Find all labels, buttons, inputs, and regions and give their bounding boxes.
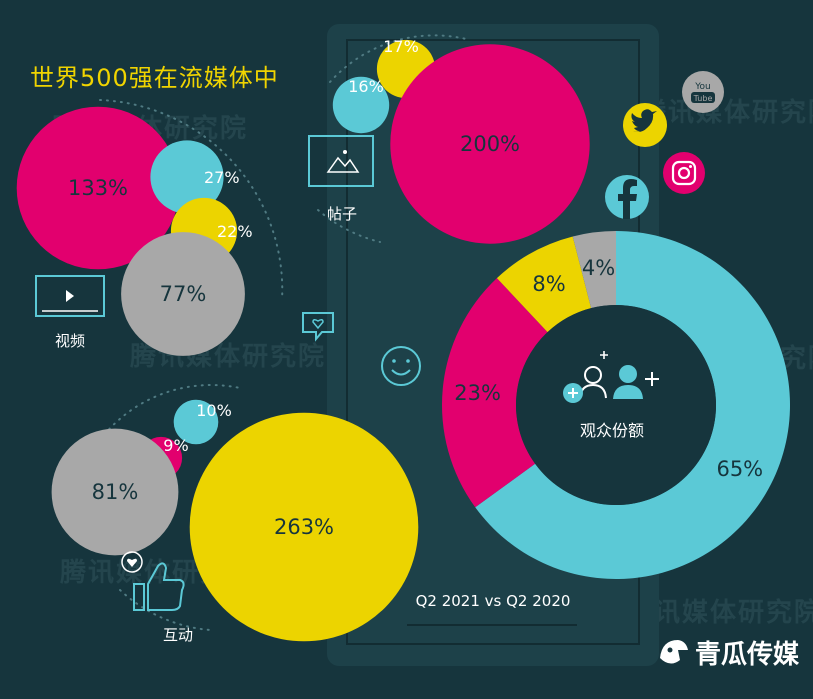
donut-hole — [516, 305, 716, 505]
bubble-0-3 — [121, 232, 245, 356]
donut-slice-label-0: 65% — [716, 457, 763, 481]
audience-people-icon — [563, 351, 659, 403]
bubble-2-0 — [173, 399, 219, 445]
bubble-label-0-0: 133% — [68, 176, 128, 200]
brand-logo-icon — [660, 640, 688, 664]
donut-slice-1 — [442, 278, 548, 508]
donut-chart: 65% 23% 8% 4% — [442, 231, 790, 579]
bubble-label-0-2: 22% — [217, 222, 253, 241]
bubble-label-0-1: 27% — [204, 168, 240, 187]
video-player-icon — [35, 275, 105, 317]
bubble-0-1 — [150, 140, 224, 214]
donut-slice-label-2: 8% — [532, 272, 565, 296]
bubble-label-2-3: 263% — [274, 515, 334, 539]
bubble-2-2 — [51, 428, 179, 556]
instagram-icon — [663, 152, 705, 194]
donut-slice-3 — [572, 231, 616, 309]
video-category-label: 视频 — [55, 332, 85, 350]
bubble-1-1 — [332, 76, 390, 134]
bubble-label-2-0: 10% — [196, 401, 232, 420]
svg-text:Tube: Tube — [693, 94, 713, 103]
watermark: 腾讯媒体研究院 — [640, 98, 813, 128]
period-caption: Q2 2021 vs Q2 2020 — [416, 592, 571, 610]
donut-slice-2 — [496, 236, 592, 333]
donut-slice-label-3: 4% — [582, 256, 615, 280]
orbit-arcs — [99, 34, 471, 631]
twitter-icon — [623, 103, 667, 147]
heart-comment-icon — [302, 312, 334, 342]
engagement-category-label: 互动 — [163, 626, 193, 644]
image-post-icon — [308, 135, 374, 187]
bubble-label-1-1: 16% — [348, 77, 384, 96]
facebook-icon — [605, 175, 649, 219]
bubble-label-2-1: 9% — [163, 436, 188, 455]
bubble-2-3 — [189, 412, 419, 642]
page-title: 世界500强在流媒体中 — [30, 64, 279, 92]
post-category-label: 帖子 — [327, 205, 357, 223]
svg-text:You: You — [694, 82, 711, 92]
donut-slice-0 — [475, 231, 790, 579]
bubble-charts: 133% 27% 22% 77% 17% 16% 200% 10% 9% 81% 263% — [16, 37, 590, 642]
donut-center-label: 观众份额 — [580, 421, 644, 440]
bubble-label-0-3: 77% — [160, 282, 207, 306]
bubble-label-1-0: 17% — [383, 37, 419, 56]
brand-name: 青瓜传媒 — [694, 640, 799, 670]
smiley-icon — [381, 346, 421, 386]
bubble-1-2 — [390, 44, 590, 244]
bubble-label-2-2: 81% — [92, 480, 139, 504]
donut-slice-label-1: 23% — [454, 381, 501, 405]
thumbs-up-icon — [121, 551, 185, 611]
bubble-label-1-2: 200% — [460, 132, 520, 156]
bubble-0-0 — [16, 106, 180, 270]
youtube-icon: You Tube — [682, 71, 724, 113]
